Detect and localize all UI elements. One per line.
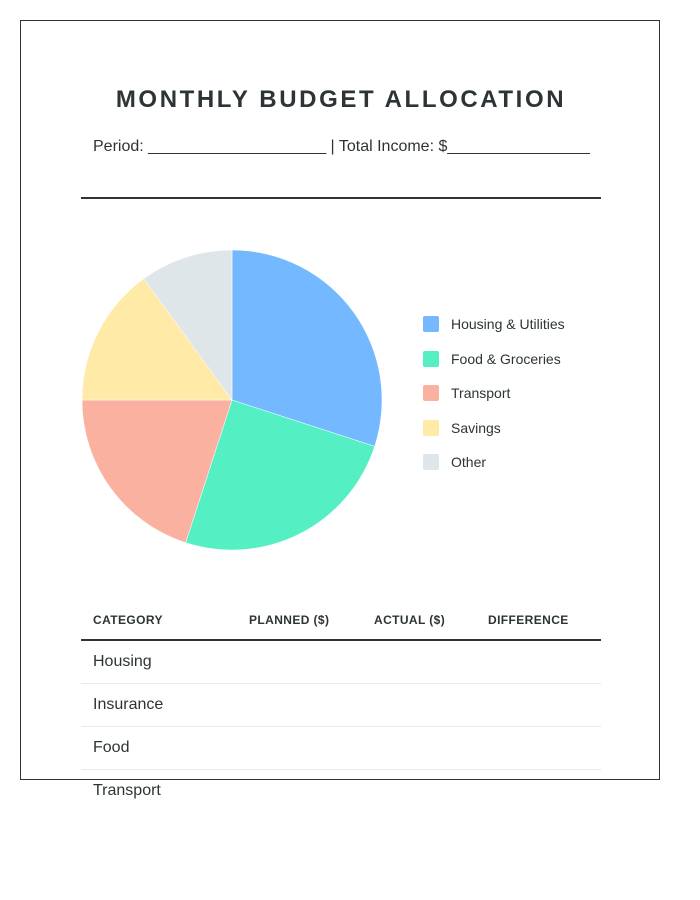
page-title: MONTHLY BUDGET ALLOCATION bbox=[115, 86, 567, 113]
category-cell: Insurance bbox=[93, 696, 164, 713]
legend-item-transport: Transport bbox=[423, 385, 565, 402]
legend-label: Other bbox=[451, 454, 487, 471]
table-row: Transport bbox=[81, 770, 601, 812]
category-cell: Housing bbox=[93, 653, 152, 670]
pie-slice-transport bbox=[81, 399, 233, 543]
pie-chart bbox=[80, 248, 384, 552]
legend-item-housing-utilities: Housing & Utilities bbox=[423, 316, 565, 332]
legend-item-food-groceries: Food & Groceries bbox=[423, 350, 565, 367]
chart-legend: Housing & Utilities Food & Groceries Tra… bbox=[423, 316, 565, 489]
legend-label: Savings bbox=[451, 419, 501, 436]
column-header-category: CATEGORY bbox=[93, 613, 163, 627]
pie-chart-svg bbox=[81, 249, 383, 551]
column-header-actual: ACTUAL ($) bbox=[374, 613, 446, 627]
header-divider bbox=[81, 197, 601, 199]
table-row: Food bbox=[81, 727, 601, 770]
legend-label: Food & Groceries bbox=[451, 350, 561, 367]
legend-label: Transport bbox=[451, 385, 511, 402]
column-header-difference: DIFFERENCE bbox=[488, 613, 569, 627]
legend-item-savings: Savings bbox=[423, 419, 565, 436]
pie-slice-savings bbox=[81, 278, 233, 401]
pie-slice-food-groceries bbox=[185, 399, 375, 551]
table-header: CATEGORY PLANNED ($) ACTUAL ($) DIFFEREN… bbox=[81, 602, 601, 641]
legend-label: Housing & Utilities bbox=[451, 316, 565, 332]
pie-slice-housing-utilities bbox=[231, 249, 383, 447]
legend-swatch bbox=[423, 385, 439, 402]
table-row: Insurance bbox=[81, 684, 601, 727]
legend-swatch bbox=[423, 419, 439, 436]
budget-table: CATEGORY PLANNED ($) ACTUAL ($) DIFFEREN… bbox=[81, 602, 601, 812]
legend-swatch bbox=[423, 316, 439, 332]
category-cell: Food bbox=[93, 739, 130, 756]
legend-swatch bbox=[423, 350, 439, 367]
legend-item-other: Other bbox=[423, 454, 565, 471]
column-header-planned: PLANNED ($) bbox=[249, 613, 330, 627]
pie-slice-other bbox=[143, 249, 233, 401]
category-cell: Transport bbox=[93, 782, 161, 799]
table-row: Housing bbox=[81, 641, 601, 684]
legend-swatch bbox=[423, 454, 439, 471]
period-income-line: Period: ____________________ | Total Inc… bbox=[93, 138, 590, 155]
